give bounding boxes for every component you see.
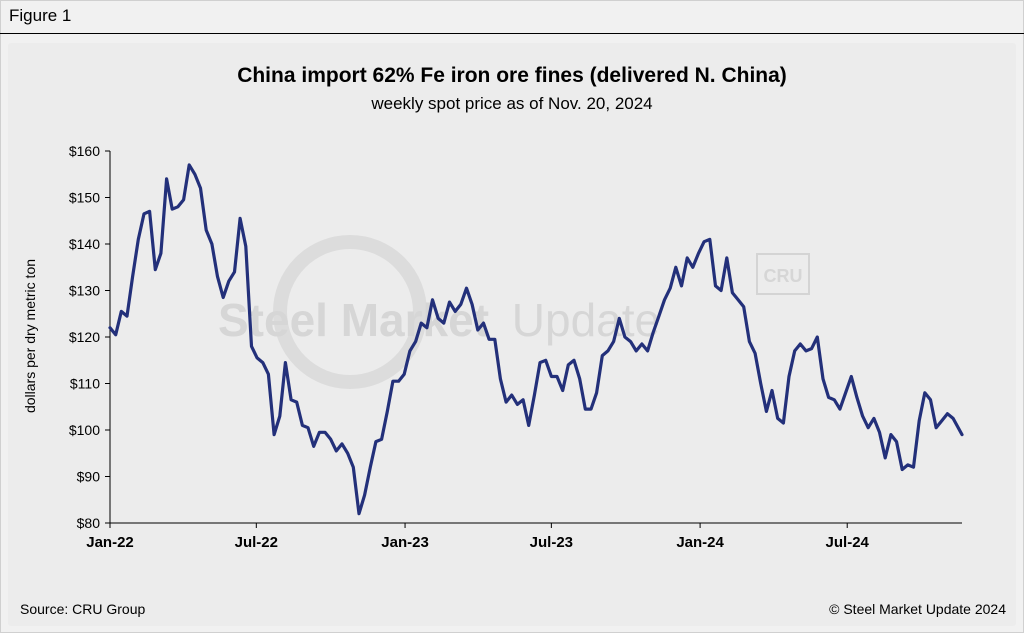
y-axis: $80 $90 $100 $110 $120 $130 $140 $150 $160 [69, 143, 111, 531]
x-tick-label: Jan-22 [86, 534, 134, 551]
watermark-badge: CRU [764, 266, 803, 286]
copyright-note: © Steel Market Update 2024 [829, 601, 1006, 617]
y-tick-label: $90 [77, 469, 101, 485]
chart-title: China import 62% Fe iron ore fines (deli… [237, 64, 787, 87]
top-rule [0, 33, 1024, 34]
watermark-badge-box [756, 253, 810, 295]
x-axis: Jan-22 Jul-22 Jan-23 Jul-23 Jan-24 Jul-24 [86, 522, 962, 551]
x-tick-label: Jan-23 [381, 534, 429, 551]
y-tick-label: $100 [69, 422, 100, 438]
y-tick-label: $140 [69, 236, 100, 252]
chart-subtitle: weekly spot price as of Nov. 20, 2024 [371, 94, 653, 113]
watermark: Steel Market Update CRU [218, 235, 810, 389]
x-tick-label: Jul-23 [530, 534, 573, 551]
source-note: Source: CRU Group [20, 601, 146, 617]
y-tick-label: $120 [69, 329, 100, 345]
y-tick-label: $130 [69, 283, 100, 299]
chart-panel [8, 43, 1016, 626]
y-tick-label: $160 [69, 143, 100, 159]
x-tick-label: Jul-22 [235, 534, 278, 551]
x-tick-label: Jan-24 [676, 534, 724, 551]
watermark-ring [273, 235, 427, 389]
series-group [108, 163, 964, 516]
x-tick-label: Jul-24 [826, 534, 870, 551]
y-tick-label: $150 [69, 190, 100, 206]
y-tick-label: $80 [77, 515, 101, 531]
figure-label: Figure 1 [9, 6, 72, 25]
y-tick-label: $110 [70, 376, 100, 392]
series-line [108, 163, 964, 516]
y-axis-label: dollars per dry metric ton [22, 259, 38, 413]
